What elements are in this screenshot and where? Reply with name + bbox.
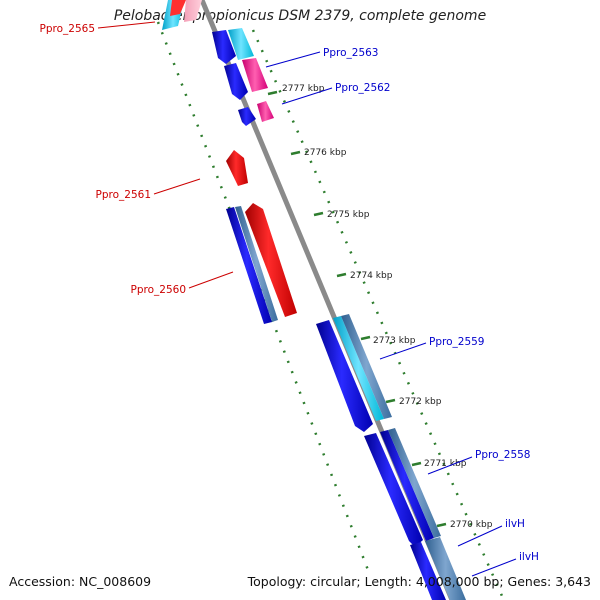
leader-line: [427, 456, 473, 475]
tick-label: 2773 kbp: [373, 336, 416, 346]
tick-mark: [360, 335, 371, 341]
gene-label: Ppro_2559: [429, 336, 484, 348]
gene-feature: [425, 537, 466, 600]
tick-track-outer: [251, 29, 504, 597]
tick-labels: 2777 kbp 2776 kbp 2775 kbp 2774 kbp 2773…: [282, 84, 493, 530]
tick-label: 2771 kbp: [424, 459, 467, 469]
tick-label: 2770 kbp: [450, 520, 493, 530]
accession-label: Accession: NC_008609: [9, 574, 152, 589]
forward-gene-labels: Ppro_2563 Ppro_2562 Ppro_2559 Ppro_2558 …: [265, 47, 539, 577]
leader-line: [97, 21, 156, 29]
gene-label: ilvH: [519, 551, 539, 563]
tick-mark: [385, 398, 396, 404]
gene-feature: [235, 206, 278, 322]
tick-label: 2776 kbp: [304, 148, 347, 158]
tick-label: 2775 kbp: [327, 210, 370, 220]
gene-feature: [226, 150, 248, 186]
genome-summary: Topology: circular; Length: 4,008,000 bp…: [247, 574, 591, 589]
leader-line: [457, 525, 503, 547]
gene-feature: [238, 107, 256, 126]
gene-feature: [333, 316, 384, 421]
tick-mark: [411, 461, 422, 467]
leader-line: [471, 558, 517, 577]
gene-feature: [184, 0, 202, 22]
gene-label: Ppro_2558: [475, 449, 530, 461]
gene-feature: [224, 63, 248, 100]
gene-label: Ppro_2561: [96, 189, 151, 201]
gene-feature: [226, 207, 272, 324]
gene-feature: [170, 0, 186, 16]
gene-feature: [341, 314, 392, 419]
leader-line: [188, 271, 234, 289]
tick-label: 2777 kbp: [282, 84, 325, 94]
gene-feature: [388, 428, 441, 538]
tick-mark: [313, 211, 324, 217]
gene-label: Ppro_2560: [131, 284, 186, 296]
tick-label: 2774 kbp: [350, 271, 393, 281]
tick-mark: [436, 522, 447, 528]
tick-mark: [290, 150, 301, 156]
gene-label: ilvH: [505, 518, 525, 530]
gene-feature: [257, 101, 274, 122]
gene-feature: [410, 542, 446, 600]
forward-strand-features[interactable]: [212, 28, 466, 600]
gene-feature: [380, 430, 434, 541]
gene-feature: [316, 320, 373, 432]
reverse-gene-labels: Ppro_2565 Ppro_2561 Ppro_2560: [40, 21, 234, 296]
gene-feature: [212, 30, 236, 64]
gene-label: Ppro_2563: [323, 47, 378, 59]
gene-feature: [228, 28, 254, 60]
gene-label: Ppro_2565: [40, 23, 95, 35]
leader-line: [265, 51, 321, 68]
tick-mark: [267, 90, 278, 96]
leader-line: [281, 87, 333, 105]
leader-line: [379, 342, 427, 360]
gene-feature: [242, 58, 268, 92]
reverse-strand-features[interactable]: [162, 0, 297, 324]
gene-feature: [364, 433, 423, 547]
leader-line: [153, 178, 201, 195]
gene-feature: [245, 203, 297, 317]
tick-label: 2772 kbp: [399, 397, 442, 407]
tick-mark: [336, 272, 347, 278]
gene-label: Ppro_2562: [335, 82, 390, 94]
major-ticks: [267, 90, 447, 528]
